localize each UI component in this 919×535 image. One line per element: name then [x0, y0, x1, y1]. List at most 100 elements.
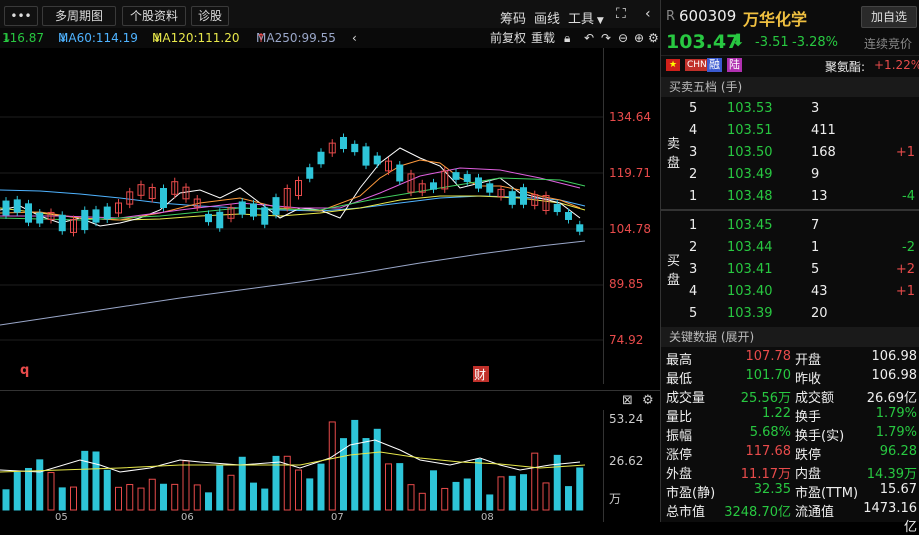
candle-body — [13, 199, 21, 213]
volume-tick-top: 53.24 — [609, 412, 644, 426]
stock-code: 600309 — [679, 7, 737, 25]
order-level: 1 — [689, 189, 698, 204]
tools-menu[interactable]: 工具 ▼ — [568, 8, 604, 27]
key-data-row: 总市值 3248.70亿 流通值 1473.16亿 — [661, 500, 919, 535]
volume-chart[interactable]: 05 — [0, 410, 603, 514]
sell-order-row[interactable]: 4 103.51 411 — [661, 120, 919, 142]
order-volume: 7 — [811, 218, 820, 233]
volume-bar — [70, 486, 77, 511]
order-level: 4 — [689, 284, 698, 299]
volume-bar — [227, 474, 235, 511]
volume-bar — [205, 492, 212, 511]
volume-bar — [317, 463, 325, 511]
candle-body — [576, 224, 584, 232]
collapse-panel-icon[interactable]: ‹ — [645, 6, 651, 22]
volume-unit: 万 — [609, 492, 622, 506]
volume-bar — [238, 456, 246, 511]
volume-bar — [508, 475, 516, 511]
tag-connect: 陆 — [727, 58, 742, 72]
key-data-value: 14.39万 — [866, 467, 917, 482]
lock-icon[interactable]: 🔒︎ — [564, 31, 571, 45]
buy-order-row[interactable]: 3 103.41 5 +2 — [661, 259, 919, 281]
financial-report-marker[interactable] — [473, 366, 489, 382]
order-level: 2 — [689, 240, 698, 255]
diagnose-button[interactable]: 诊股 — [191, 6, 229, 26]
volume-settings-gear-icon[interactable]: ⚙ — [642, 393, 654, 408]
volume-axis: 53.24 26.62 万 — [603, 410, 661, 522]
price-tick: 119.71 — [609, 166, 651, 180]
order-book-header[interactable]: 买卖五档 (手) — [661, 77, 919, 97]
key-data-value: 3248.70亿 — [724, 505, 791, 520]
key-data-label: 成交额 — [795, 391, 835, 406]
candle-body — [227, 207, 235, 219]
stock-info-button[interactable]: 个股资料 — [122, 6, 186, 26]
price-tick: 134.64 — [609, 110, 651, 124]
draw-line-button[interactable]: 画线 — [534, 12, 561, 27]
fullscreen-icon[interactable]: ⛶ — [616, 6, 626, 22]
volume-bar — [407, 484, 415, 511]
sector-name[interactable]: 聚氨酯: — [825, 60, 866, 74]
volume-bar — [362, 438, 370, 511]
key-data-header[interactable]: 关键数据 (展开) — [661, 327, 919, 347]
more-menu-button[interactable]: ••• — [4, 6, 38, 26]
buy-order-row[interactable]: 1 103.45 7 — [661, 215, 919, 237]
key-data-row: 最低 101.70 昨收 106.98 — [661, 367, 919, 387]
reload-button[interactable]: 重载 — [531, 31, 556, 45]
candle-body — [317, 151, 325, 165]
buy-order-row[interactable]: 5 103.39 20 — [661, 303, 919, 325]
sell-order-row[interactable]: 2 103.49 9 — [661, 164, 919, 186]
key-data-value: 101.70 — [745, 368, 792, 383]
key-data-value: 107.78 — [745, 349, 792, 364]
order-delta: -2 — [902, 240, 915, 255]
order-level: 4 — [689, 123, 698, 138]
kline-chart[interactable]: q 财 — [0, 48, 603, 384]
x-tick-06: 06 — [181, 512, 194, 523]
sell-order-row[interactable]: 5 103.53 3 — [661, 98, 919, 120]
stock-name[interactable]: 万华化学 — [743, 10, 808, 29]
order-price: 103.51 — [727, 123, 773, 138]
chips-button[interactable]: 筹码 — [500, 12, 527, 27]
price-tick: 74.92 — [609, 333, 644, 347]
key-data-value: 96.28 — [879, 444, 917, 459]
add-watchlist-button[interactable]: 加自选 — [861, 6, 917, 28]
redo-icon[interactable]: ↷ — [601, 31, 612, 45]
volume-bar — [373, 428, 381, 511]
ma-collapse-icon[interactable]: ‹ — [352, 31, 357, 45]
zoom-in-icon[interactable]: ⊕ — [634, 31, 645, 45]
sell-order-row[interactable]: 3 103.50 168 +1 — [661, 142, 919, 164]
candle-body — [182, 186, 190, 200]
candle-body — [430, 182, 437, 190]
chevron-down-icon: ▼ — [594, 16, 604, 26]
zoom-out-icon[interactable]: ⊖ — [618, 31, 629, 45]
ma250-line — [0, 240, 586, 326]
volume-bar — [2, 489, 10, 511]
candle-body — [508, 191, 516, 205]
volume-bar — [160, 483, 167, 511]
multi-period-button[interactable]: 多周期图 — [42, 6, 116, 26]
volume-bar — [272, 455, 280, 511]
candle-body — [250, 203, 257, 217]
key-data-row: 市盈(静) 32.35 市盈(TTM) 15.67 — [661, 481, 919, 501]
key-data-value: 117.68 — [745, 444, 792, 459]
settings-gear-icon[interactable]: ⚙ — [648, 31, 659, 45]
volume-bar — [81, 450, 89, 511]
moving-average-bar: 116.87 ↓ MA60:114.19 ↓ MA120:111.20 ↓ MA250… — [0, 28, 660, 48]
close-icon[interactable]: ⊠ — [622, 393, 633, 408]
order-price: 103.53 — [727, 101, 773, 116]
pre-adjust-button[interactable]: 前复权 — [490, 31, 527, 45]
candle-body — [58, 214, 66, 232]
buy-order-row[interactable]: 2 103.44 1 -2 — [661, 237, 919, 259]
sell-orders: 卖盘 5 103.53 3 4 103.51 411 3 103.50 168 +1 2 103.49… — [661, 97, 919, 209]
order-price: 103.40 — [727, 284, 773, 299]
q-marker[interactable]: q — [20, 363, 29, 378]
candle-body — [205, 213, 212, 223]
price-tick: 104.78 — [609, 222, 651, 236]
last-price: 103.47 — [666, 31, 740, 53]
candle-body — [328, 142, 336, 154]
undo-icon[interactable]: ↶ — [584, 31, 595, 45]
key-data-label: 换手 — [795, 410, 822, 425]
volume-bar — [103, 469, 111, 511]
sell-order-row[interactable]: 1 103.48 13 -4 — [661, 186, 919, 208]
volume-bar — [497, 476, 505, 511]
buy-order-row[interactable]: 4 103.40 43 +1 — [661, 281, 919, 303]
